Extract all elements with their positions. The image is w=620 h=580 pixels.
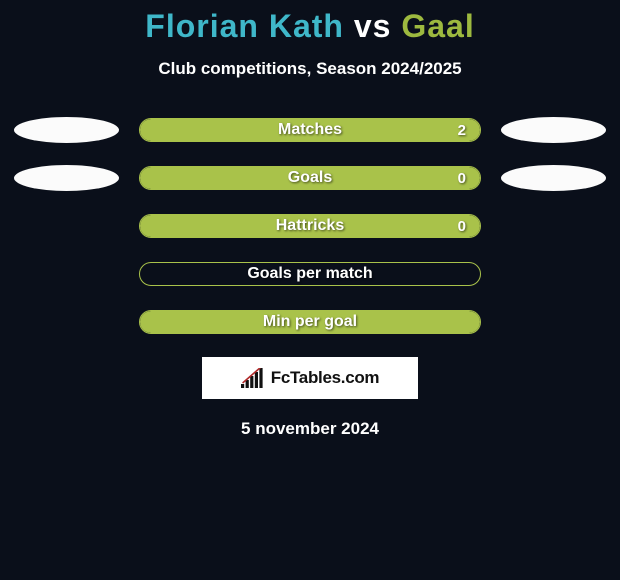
stat-label: Matches xyxy=(278,121,342,139)
comparison-card: Florian Kath vs Gaal Club competitions, … xyxy=(0,0,620,439)
stat-bar: Hattricks 0 xyxy=(139,214,481,238)
stat-bar: Goals 0 xyxy=(139,166,481,190)
stat-bar: Min per goal xyxy=(139,310,481,334)
stat-row: Goals per match xyxy=(0,261,620,287)
logo-box: FcTables.com xyxy=(202,357,418,399)
right-ellipse xyxy=(501,117,606,143)
date-label: 5 november 2024 xyxy=(0,419,620,439)
page-title: Florian Kath vs Gaal xyxy=(0,8,620,45)
stat-value: 0 xyxy=(458,218,466,235)
logo: FcTables.com xyxy=(241,368,380,388)
title-part: Florian Kath xyxy=(145,8,344,44)
logo-chart-icon xyxy=(241,368,265,388)
stat-label: Goals per match xyxy=(247,265,372,283)
stat-value: 2 xyxy=(458,122,466,139)
stat-row: Matches 2 xyxy=(0,117,620,143)
subtitle: Club competitions, Season 2024/2025 xyxy=(0,59,620,79)
stat-row: Hattricks 0 xyxy=(0,213,620,239)
left-ellipse xyxy=(14,165,119,191)
title-part: Gaal xyxy=(401,8,474,44)
stat-label: Goals xyxy=(288,169,332,187)
stat-row: Min per goal xyxy=(0,309,620,335)
stat-bar: Goals per match xyxy=(139,262,481,286)
stat-rows: Matches 2 Goals 0 Hattricks 0 Goals per match M… xyxy=(0,117,620,335)
left-ellipse xyxy=(14,117,119,143)
stat-row: Goals 0 xyxy=(0,165,620,191)
stat-label: Hattricks xyxy=(276,217,344,235)
stat-label: Min per goal xyxy=(263,313,357,331)
title-part: vs xyxy=(344,8,401,44)
stat-bar: Matches 2 xyxy=(139,118,481,142)
right-ellipse xyxy=(501,165,606,191)
logo-text: FcTables.com xyxy=(271,368,380,388)
stat-value: 0 xyxy=(458,170,466,187)
